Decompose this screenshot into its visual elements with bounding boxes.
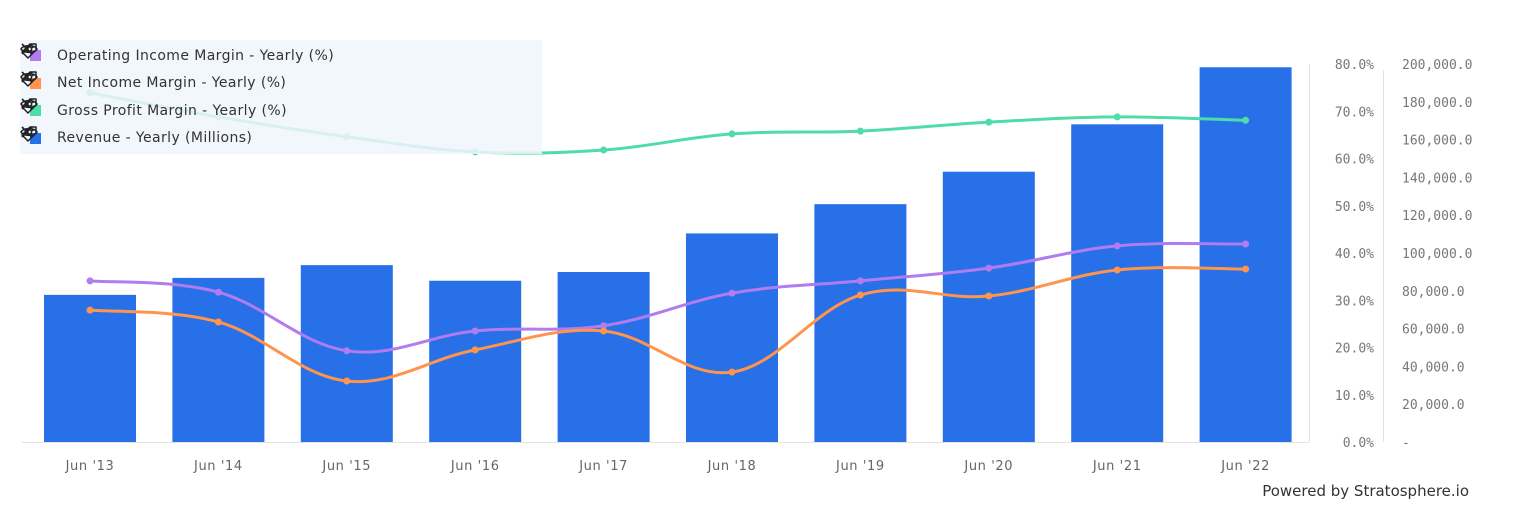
left-axis-tick-label: 70.0% — [1335, 105, 1374, 120]
net-margin-point — [343, 377, 351, 385]
x-axis-tick-label: Jun '15 — [321, 459, 371, 474]
close-icon[interactable] — [21, 98, 529, 121]
right-axis-tick-label: 140,000.0 — [1402, 171, 1472, 186]
revenue-bar — [557, 271, 650, 442]
operating-margin-point — [1113, 242, 1121, 250]
right-axis-tick-label: 40,000.0 — [1402, 360, 1465, 375]
right-axis-tick-label: - — [1402, 436, 1410, 451]
gross-margin-point — [985, 118, 993, 126]
net-margin-point — [600, 327, 608, 335]
x-axis-tick-label: Jun '19 — [835, 459, 885, 474]
right-axis-tick-label: 20,000.0 — [1402, 398, 1465, 413]
tag-icon[interactable] — [21, 125, 495, 148]
left-axis-tick-label: 20.0% — [1335, 342, 1374, 357]
legend-item[interactable]: Operating Income Margin - Yearly (%) — [20, 42, 542, 69]
gross-margin-point — [600, 146, 608, 154]
x-axis-tick-label: Jun '13 — [65, 459, 115, 474]
operating-margin-point — [1242, 240, 1250, 248]
net-margin-point — [1113, 266, 1121, 274]
eye-icon[interactable] — [20, 127, 461, 148]
net-margin-point — [1242, 265, 1250, 273]
legend-label: Operating Income Margin - Yearly (%) — [57, 47, 335, 64]
revenue-bar — [429, 280, 522, 442]
x-axis-tick-label: Jun '21 — [1092, 459, 1142, 474]
gross-margin-point — [856, 127, 864, 135]
operating-margin-point — [471, 327, 479, 335]
legend-label: Gross Profit Margin - Yearly (%) — [57, 102, 287, 119]
tag-icon[interactable] — [21, 98, 495, 121]
left-axis-tick-label: 80.0% — [1335, 58, 1374, 73]
legend-swatch — [30, 132, 41, 144]
left-axis-tick-label: 40.0% — [1335, 247, 1374, 262]
x-axis-tick-label: Jun '22 — [1220, 459, 1270, 474]
net-margin-point — [214, 318, 222, 326]
eye-icon[interactable] — [20, 72, 461, 93]
legend-item[interactable]: Gross Profit Margin - Yearly (%) — [20, 97, 542, 124]
revenue-bar — [1071, 124, 1164, 442]
close-icon[interactable] — [21, 70, 529, 93]
legend-swatch — [30, 50, 41, 61]
right-axis-tick-label: 160,000.0 — [1402, 134, 1472, 149]
legend: Operating Income Margin - Yearly (%) Net … — [20, 40, 542, 154]
operating-margin-point — [728, 289, 736, 297]
x-axis-tick-label: Jun '16 — [450, 459, 500, 474]
gross-margin-point — [728, 130, 736, 138]
legend-label: Revenue - Yearly (Millions) — [57, 130, 253, 146]
powered-by-text: Powered by Stratosphere.io — [1262, 482, 1469, 500]
operating-margin-line — [89, 241, 1246, 354]
tag-icon[interactable] — [21, 43, 495, 66]
eye-icon[interactable] — [20, 44, 461, 66]
left-axis-tick-label: 10.0% — [1335, 389, 1374, 404]
operating-margin-point — [343, 347, 351, 355]
x-axis-tick-label: Jun '17 — [578, 459, 628, 474]
operating-margin-point — [856, 277, 864, 285]
net-margin-point — [471, 346, 479, 354]
net-margin-point — [86, 306, 94, 314]
gross-margin-point — [1113, 113, 1121, 121]
revenue-bar — [1199, 67, 1292, 442]
revenue-bar — [942, 171, 1035, 442]
operating-margin-point — [600, 322, 608, 330]
right-axis-tick-label: 60,000.0 — [1402, 323, 1465, 338]
operating-margin-point — [214, 288, 222, 296]
eye-icon[interactable] — [20, 99, 461, 121]
operating-margin-point — [86, 277, 94, 285]
x-axis-tick-label: Jun '14 — [193, 459, 243, 474]
left-axis-tick-label: 0.0% — [1343, 436, 1374, 451]
left-axis-tick-label: 30.0% — [1335, 294, 1374, 309]
net-margin-point — [728, 368, 736, 376]
tag-icon[interactable] — [21, 70, 495, 93]
right-axis-tick-label: 120,000.0 — [1402, 209, 1472, 224]
gross-margin-point — [1242, 116, 1250, 124]
legend-swatch — [30, 77, 41, 89]
right-axis-tick-label: 200,000.0 — [1402, 58, 1472, 73]
legend-item[interactable]: Net Income Margin - Yearly (%) — [20, 70, 542, 97]
left-axis-tick-label: 50.0% — [1335, 200, 1374, 215]
net-margin-point — [856, 291, 864, 299]
close-icon[interactable] — [21, 43, 529, 66]
net-margin-line — [89, 266, 1246, 384]
left-axis-tick-label: 60.0% — [1335, 153, 1374, 168]
legend-swatch — [30, 105, 41, 116]
revenue-bar — [44, 294, 136, 442]
revenue-bar — [686, 233, 778, 442]
close-icon[interactable] — [21, 125, 529, 148]
revenue-bar — [814, 204, 907, 442]
revenue-bar — [172, 277, 265, 442]
legend-label: Net Income Margin - Yearly (%) — [57, 75, 287, 91]
right-axis-tick-label: 100,000.0 — [1402, 247, 1472, 262]
net-margin-point — [985, 292, 993, 300]
legend-item[interactable]: Revenue - Yearly (Millions) — [20, 125, 542, 152]
x-axis-tick-label: Jun '20 — [963, 459, 1013, 474]
operating-margin-point — [985, 264, 993, 272]
x-axis-tick-label: Jun '18 — [707, 459, 757, 474]
right-axis-tick-label: 80,000.0 — [1402, 285, 1465, 300]
right-axis-tick-label: 180,000.0 — [1402, 96, 1472, 111]
